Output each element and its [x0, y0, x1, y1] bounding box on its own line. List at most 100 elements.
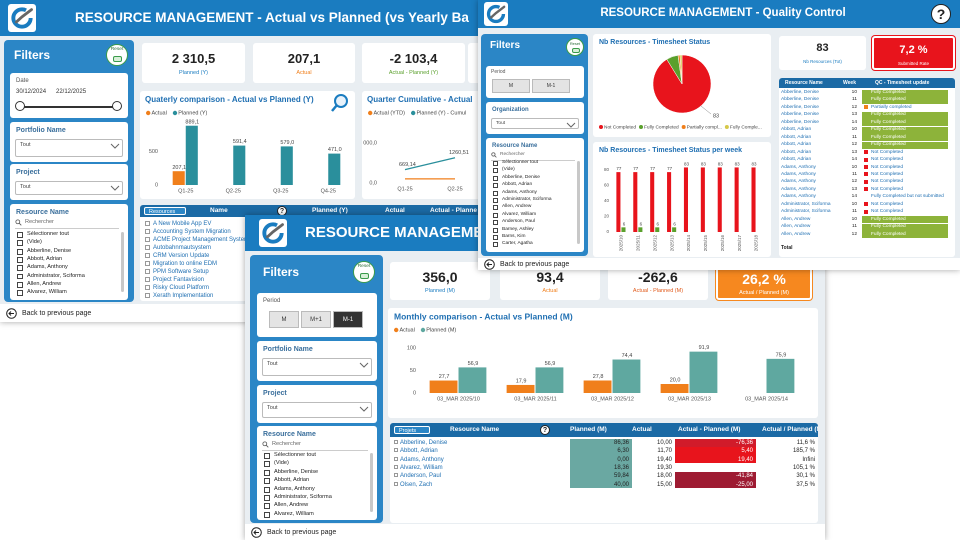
status-cell — [862, 216, 948, 224]
checkbox — [493, 227, 499, 233]
legend-swatch — [420, 327, 426, 333]
scrollbar — [577, 161, 580, 244]
legend-label: Actual — [152, 110, 167, 116]
value-label: 1260,51 — [449, 150, 469, 156]
project-name: CRM Version Update — [153, 253, 210, 259]
status: Not Completed — [871, 149, 903, 155]
bar — [583, 380, 612, 393]
chevron — [566, 122, 576, 128]
row-icon — [145, 293, 150, 298]
row-icon — [145, 285, 150, 290]
status-flag — [864, 179, 868, 184]
value-label: 83 — [752, 161, 758, 166]
bar — [633, 172, 638, 232]
project-name: Autobahnmautsystem — [153, 245, 212, 251]
checkbox — [17, 256, 23, 263]
planned-cell — [570, 463, 632, 472]
table-cell: 40,00 — [613, 481, 629, 488]
chart-card: Quarter Cumulative - Actual Actual (YTD) P… — [362, 91, 490, 199]
checkbox — [264, 453, 270, 459]
checkbox — [264, 469, 270, 476]
monthly-chart: Monthly comparison - Actual vs Planned (… — [394, 311, 795, 402]
diff-cell — [675, 471, 756, 480]
status-cell — [862, 89, 948, 97]
help-mark: ? — [936, 6, 946, 22]
dropdown: Tout — [262, 358, 372, 376]
checkbox — [264, 503, 270, 510]
back-circle — [251, 526, 262, 538]
table-cell: 59,84 — [613, 473, 629, 480]
resource-name: Abberline, Denise — [781, 97, 819, 103]
scrollbar — [370, 453, 373, 512]
checkbox — [17, 240, 23, 247]
bar — [683, 167, 688, 232]
table-cell: 11,6 % — [796, 440, 815, 446]
kpi-value: 26,2 % — [742, 271, 786, 288]
resource-option: Alvarez, William — [27, 289, 67, 296]
status: Fully Completed — [871, 119, 906, 125]
resource-name: Allen, Andrew — [781, 231, 811, 237]
line-series — [404, 157, 456, 171]
checkbox — [493, 235, 499, 241]
chart-title: Monthly comparison - Actual vs Planned (… — [394, 311, 573, 321]
table-card: Resource Name Week QC - Timesheet update Ab… — [779, 78, 955, 257]
checkbox — [264, 495, 270, 501]
column-header: Actual / Planned (M) — [762, 426, 818, 433]
bar — [751, 167, 756, 232]
table-cell: 15,00 — [656, 481, 672, 488]
resource-name: Adams, Anthony — [400, 456, 444, 463]
status: Fully Completed — [871, 90, 906, 95]
resource-option: Abberline, Denise — [502, 174, 540, 180]
checkbox — [17, 248, 23, 255]
legend-swatch — [172, 110, 178, 116]
resource-name: Abberline, Denise — [781, 119, 819, 125]
legend-swatch — [368, 110, 373, 116]
search-icon — [262, 441, 269, 448]
x-tick-label: Q1-25 — [178, 188, 193, 194]
table-cell: 19,40 — [737, 456, 753, 463]
bar — [660, 384, 689, 393]
resource-option: Allen, Andrew — [274, 502, 309, 509]
resource-option: Carter, Agatha — [502, 241, 533, 247]
status-cell — [862, 134, 948, 142]
resource-option: Administrator, Sciforma — [27, 272, 85, 279]
footer-bar — [245, 524, 825, 540]
resource-name: Abberline, Denise — [400, 440, 448, 446]
resource-name: Adams, Anthony — [781, 171, 816, 177]
status: Not Completed — [871, 164, 903, 170]
header-bar — [0, 0, 490, 36]
kpi-card: 207,1 Actual — [253, 43, 355, 83]
table-header — [140, 205, 485, 217]
value-label: 75,9 — [776, 352, 787, 358]
checkbox — [493, 175, 499, 181]
bar — [172, 171, 185, 185]
resource-option: Abberline, Denise — [27, 247, 72, 254]
kpi-value: 83 — [816, 42, 829, 55]
kpi-value: 207,1 — [287, 50, 321, 66]
resource-option: Administrator, Sciforma — [274, 494, 332, 500]
week: 14 — [851, 194, 857, 200]
value-label: 77 — [616, 166, 622, 171]
project-name: Accounting System Migration — [153, 229, 231, 235]
project-name: PPM Software Setup — [153, 269, 209, 275]
period-option: M-1 — [546, 83, 556, 89]
checkbox — [17, 281, 23, 288]
column-header: Planned (Y) — [312, 207, 348, 214]
table-cell: 185,7 % — [792, 448, 815, 455]
bar — [766, 358, 795, 393]
pie-label: 83 — [713, 113, 719, 119]
y-tick-label: 0 — [155, 182, 158, 188]
checkbox — [17, 290, 23, 297]
table-cell: Infini — [802, 456, 815, 463]
bar — [700, 167, 705, 232]
logo-ring — [11, 7, 33, 29]
x-tick-label: Q3-25 — [273, 188, 288, 194]
bar — [672, 227, 677, 232]
status-flag — [864, 157, 868, 162]
pie-slice — [679, 54, 683, 85]
resource-option: Sélectionner tout — [274, 452, 316, 458]
row-icon — [145, 253, 150, 258]
dropdown-value: Tout — [496, 121, 506, 126]
legend-label: Actual — [400, 327, 415, 333]
value-label: 56,9 — [545, 361, 556, 367]
